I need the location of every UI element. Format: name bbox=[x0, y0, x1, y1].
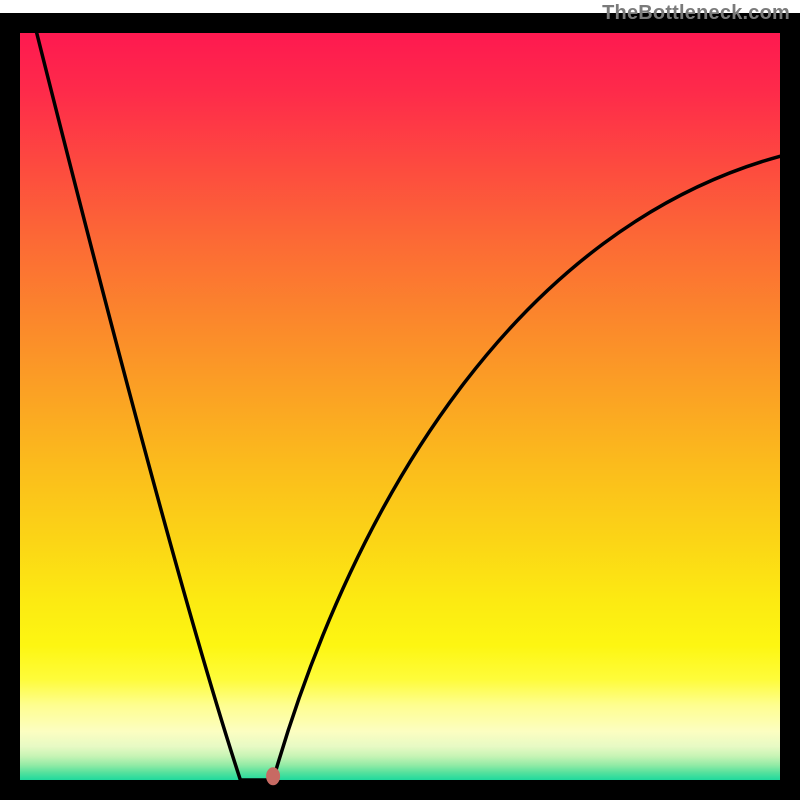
chart-svg bbox=[0, 0, 800, 800]
bottleneck-chart: TheBottleneck.com bbox=[0, 0, 800, 800]
watermark-text: TheBottleneck.com bbox=[602, 2, 790, 25]
optimum-marker bbox=[266, 767, 280, 785]
